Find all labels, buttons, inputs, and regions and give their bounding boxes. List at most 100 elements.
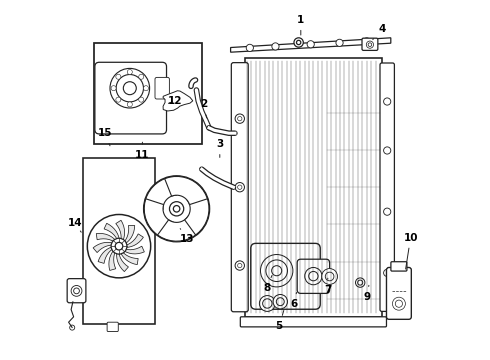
Polygon shape <box>144 199 173 240</box>
Polygon shape <box>122 225 135 244</box>
FancyBboxPatch shape <box>387 267 411 319</box>
Circle shape <box>238 117 242 121</box>
Circle shape <box>238 264 242 268</box>
Circle shape <box>246 44 253 51</box>
Text: 14: 14 <box>68 218 82 232</box>
Circle shape <box>272 43 279 50</box>
Circle shape <box>87 215 151 278</box>
Circle shape <box>356 278 365 287</box>
Circle shape <box>384 269 391 276</box>
FancyBboxPatch shape <box>240 317 387 327</box>
Bar <box>245 58 382 317</box>
Circle shape <box>263 299 272 308</box>
Circle shape <box>305 267 322 285</box>
Circle shape <box>395 300 402 307</box>
Text: 5: 5 <box>275 310 284 331</box>
Circle shape <box>368 43 372 46</box>
Text: 7: 7 <box>324 278 332 295</box>
Circle shape <box>384 208 391 215</box>
Circle shape <box>307 41 314 48</box>
Text: 8: 8 <box>263 275 272 293</box>
Circle shape <box>74 288 79 294</box>
Polygon shape <box>144 176 176 211</box>
Text: 6: 6 <box>290 292 297 309</box>
Polygon shape <box>158 216 204 241</box>
Text: 9: 9 <box>364 285 371 302</box>
Circle shape <box>392 297 405 310</box>
Circle shape <box>238 185 242 189</box>
Circle shape <box>144 86 148 91</box>
Polygon shape <box>121 249 138 265</box>
Circle shape <box>110 68 149 108</box>
Polygon shape <box>163 91 193 111</box>
Circle shape <box>139 74 144 79</box>
FancyBboxPatch shape <box>362 38 378 50</box>
Circle shape <box>266 260 288 282</box>
Circle shape <box>139 97 144 102</box>
Polygon shape <box>123 234 144 247</box>
Circle shape <box>116 97 121 102</box>
Circle shape <box>235 114 245 123</box>
Circle shape <box>261 255 293 287</box>
Polygon shape <box>98 247 116 264</box>
Text: 2: 2 <box>200 99 207 118</box>
Polygon shape <box>104 223 119 242</box>
Circle shape <box>111 238 127 254</box>
Circle shape <box>296 40 301 45</box>
FancyBboxPatch shape <box>107 322 118 332</box>
FancyBboxPatch shape <box>95 62 167 134</box>
FancyBboxPatch shape <box>251 243 320 309</box>
Text: 10: 10 <box>403 233 418 269</box>
FancyBboxPatch shape <box>155 77 170 99</box>
Circle shape <box>271 266 282 276</box>
Circle shape <box>71 285 82 296</box>
Circle shape <box>384 147 391 154</box>
Polygon shape <box>97 233 117 243</box>
Bar <box>94 43 202 144</box>
Bar <box>83 158 155 324</box>
FancyBboxPatch shape <box>231 63 248 312</box>
FancyBboxPatch shape <box>67 279 86 303</box>
Text: 4: 4 <box>373 24 386 40</box>
Polygon shape <box>185 188 209 235</box>
Circle shape <box>294 38 303 47</box>
Polygon shape <box>231 38 391 52</box>
Circle shape <box>115 242 123 250</box>
Circle shape <box>116 75 144 102</box>
Circle shape <box>363 38 370 45</box>
Circle shape <box>116 74 121 79</box>
Text: 11: 11 <box>135 142 149 160</box>
Circle shape <box>259 296 275 311</box>
Polygon shape <box>122 246 145 254</box>
Circle shape <box>111 86 116 91</box>
Circle shape <box>309 271 318 281</box>
Polygon shape <box>116 220 124 243</box>
Polygon shape <box>117 250 128 271</box>
Text: 15: 15 <box>98 128 112 146</box>
FancyBboxPatch shape <box>380 63 394 311</box>
Circle shape <box>336 39 343 46</box>
Circle shape <box>367 41 373 48</box>
Circle shape <box>384 98 391 105</box>
Circle shape <box>325 272 334 281</box>
Polygon shape <box>109 249 117 270</box>
FancyBboxPatch shape <box>391 262 407 271</box>
Circle shape <box>235 261 245 270</box>
Text: 13: 13 <box>180 229 195 244</box>
Circle shape <box>321 269 338 284</box>
FancyBboxPatch shape <box>297 259 330 293</box>
Circle shape <box>358 280 363 285</box>
Circle shape <box>123 82 136 95</box>
Circle shape <box>173 206 180 212</box>
Text: 3: 3 <box>216 139 223 157</box>
Circle shape <box>170 202 184 216</box>
Polygon shape <box>165 176 207 204</box>
Circle shape <box>70 325 74 330</box>
Polygon shape <box>93 242 115 253</box>
Circle shape <box>235 183 245 192</box>
Circle shape <box>276 298 284 306</box>
Circle shape <box>127 69 132 75</box>
Text: 12: 12 <box>168 96 182 106</box>
Circle shape <box>127 102 132 107</box>
Text: 1: 1 <box>297 15 304 35</box>
